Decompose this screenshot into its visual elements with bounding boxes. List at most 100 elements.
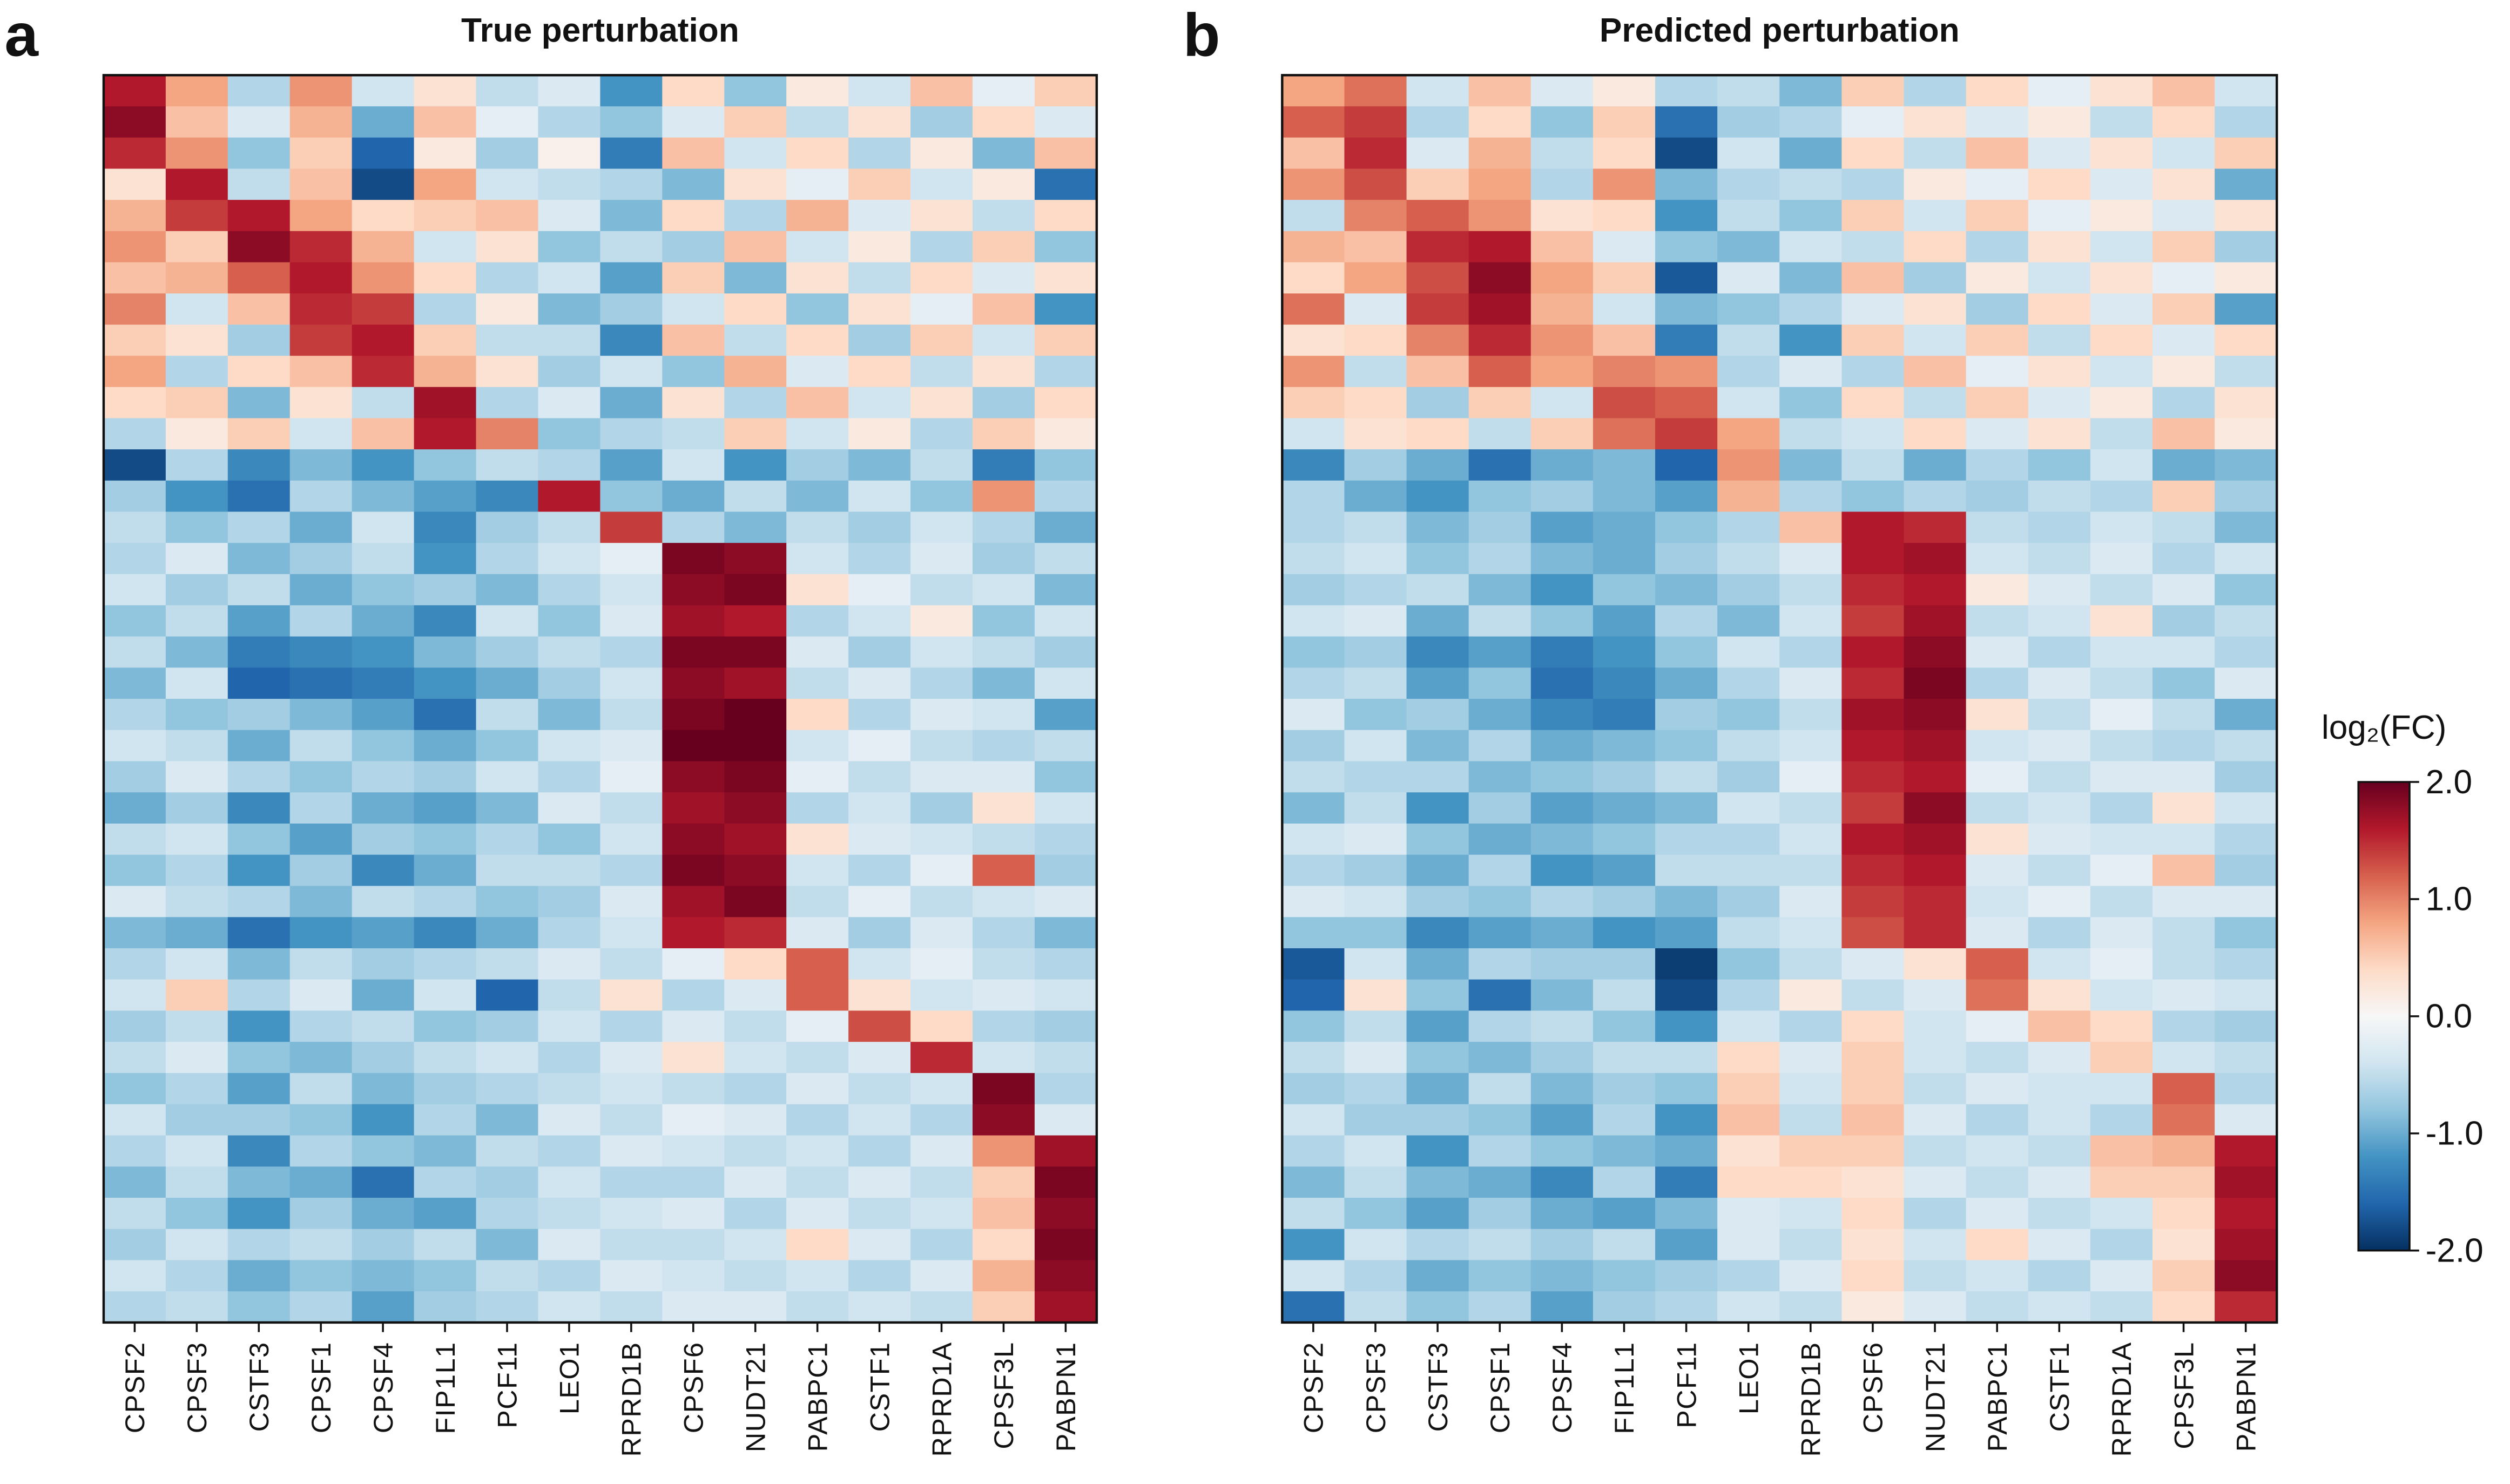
heatmap-cell: [103, 1291, 167, 1324]
heatmap-cell: [786, 480, 849, 512]
heatmap-cell: [662, 792, 725, 825]
heatmap-cell: [2215, 574, 2278, 606]
heatmap-cell: [476, 543, 539, 575]
heatmap-cell: [2152, 137, 2216, 170]
heatmap-cell: [662, 1072, 725, 1105]
heatmap-cell: [1406, 948, 1469, 980]
heatmap-cell: [1717, 1166, 1780, 1199]
heatmap-cell: [1282, 1010, 1345, 1043]
heatmap-cell: [2028, 1260, 2091, 1292]
heatmap-cell: [1344, 480, 1407, 512]
heatmap-cell: [1593, 75, 1656, 107]
heatmap-cell: [1282, 1260, 1345, 1292]
heatmap-cell: [662, 1197, 725, 1230]
heatmap-cell: [1717, 979, 1780, 1011]
heatmap-cell: [165, 480, 228, 512]
heatmap-cell: [1344, 543, 1407, 575]
heatmap-cell: [1468, 480, 1531, 512]
heatmap-cell: [910, 948, 974, 980]
heatmap-cell: [662, 886, 725, 918]
heatmap-cell: [476, 355, 539, 388]
heatmap-cell: [786, 667, 849, 700]
heatmap-cell: [352, 1104, 415, 1136]
heatmap-cell: [1282, 75, 1345, 107]
heatmap-cell: [1282, 605, 1345, 637]
heatmap-cell: [1904, 75, 1967, 107]
heatmap-cell: [1468, 605, 1531, 637]
heatmap-cell: [1655, 699, 1718, 731]
x-tick-label: CSTF1: [864, 1341, 895, 1432]
heatmap-cell: [786, 1197, 849, 1230]
heatmap-cell: [289, 1260, 353, 1292]
heatmap-cell: [352, 480, 415, 512]
heatmap-cell: [848, 293, 912, 326]
heatmap-cell: [1655, 200, 1718, 232]
heatmap-cell: [1530, 636, 1594, 669]
heatmap-cell: [910, 574, 974, 606]
heatmap-cell: [1344, 262, 1407, 294]
heatmap-cell: [1841, 543, 1905, 575]
heatmap-cell: [1717, 480, 1780, 512]
heatmap-cell: [414, 1042, 477, 1074]
heatmap-cell: [1841, 75, 1905, 107]
heatmap-cell: [1034, 75, 1098, 107]
heatmap-cell: [1717, 1229, 1780, 1261]
heatmap-cell: [1530, 262, 1594, 294]
heatmap-cell: [1904, 1135, 1967, 1168]
heatmap-cell: [103, 730, 167, 762]
heatmap-cell: [1034, 1042, 1098, 1074]
heatmap-cell: [1406, 293, 1469, 326]
heatmap-cell: [2028, 730, 2091, 762]
heatmap-cell: [1717, 605, 1780, 637]
heatmap-cell: [1406, 667, 1469, 700]
heatmap-cell: [600, 979, 663, 1011]
heatmap-cell: [2028, 325, 2091, 357]
heatmap-cell: [1034, 886, 1098, 918]
heatmap-cell: [1593, 886, 1656, 918]
heatmap-cell: [165, 636, 228, 669]
x-tick-label: CPSF3L: [988, 1341, 1019, 1449]
heatmap-cell: [1530, 137, 1594, 170]
heatmap-cell: [476, 1260, 539, 1292]
colorbar: [2357, 781, 2411, 1252]
heatmap-cell: [1966, 574, 2029, 606]
heatmap-cell: [289, 293, 353, 326]
heatmap-cell: [1593, 917, 1656, 949]
heatmap-cell: [1344, 449, 1407, 482]
heatmap-cell: [600, 449, 663, 482]
heatmap-cell: [1841, 854, 1905, 887]
heatmap-cell: [538, 574, 601, 606]
heatmap-cell: [1468, 886, 1531, 918]
x-tick-label: CPSF1: [1485, 1341, 1515, 1433]
heatmap-cell: [1966, 886, 2029, 918]
heatmap-cell: [662, 1010, 725, 1043]
heatmap-cell: [2215, 262, 2278, 294]
heatmap-cell: [1406, 355, 1469, 388]
heatmap-cell: [352, 699, 415, 731]
heatmap-cell: [2090, 106, 2154, 138]
heatmap-cell: [1530, 730, 1594, 762]
heatmap-cell: [538, 355, 601, 388]
heatmap-cell: [1468, 1072, 1531, 1105]
heatmap-cell: [1530, 1042, 1594, 1074]
heatmap-cell: [227, 1104, 291, 1136]
heatmap-cell: [1344, 168, 1407, 201]
heatmap-cell: [910, 1072, 974, 1105]
heatmap-cell: [662, 106, 725, 138]
heatmap-cell: [1468, 511, 1531, 544]
heatmap-cell: [1966, 355, 2029, 388]
heatmap-cell: [972, 636, 1036, 669]
heatmap-cell: [538, 979, 601, 1011]
heatmap-cell: [1034, 1010, 1098, 1043]
heatmap-cell: [786, 1229, 849, 1261]
heatmap-cell: [103, 1104, 167, 1136]
heatmap-cell: [1034, 293, 1098, 326]
heatmap-cell: [538, 886, 601, 918]
heatmap-cell: [227, 574, 291, 606]
heatmap-cell: [848, 75, 912, 107]
heatmap-cell: [414, 636, 477, 669]
heatmap-cell: [2090, 574, 2154, 606]
heatmap-cell: [1966, 1072, 2029, 1105]
heatmap-cell: [1406, 979, 1469, 1011]
heatmap-cell: [227, 480, 291, 512]
